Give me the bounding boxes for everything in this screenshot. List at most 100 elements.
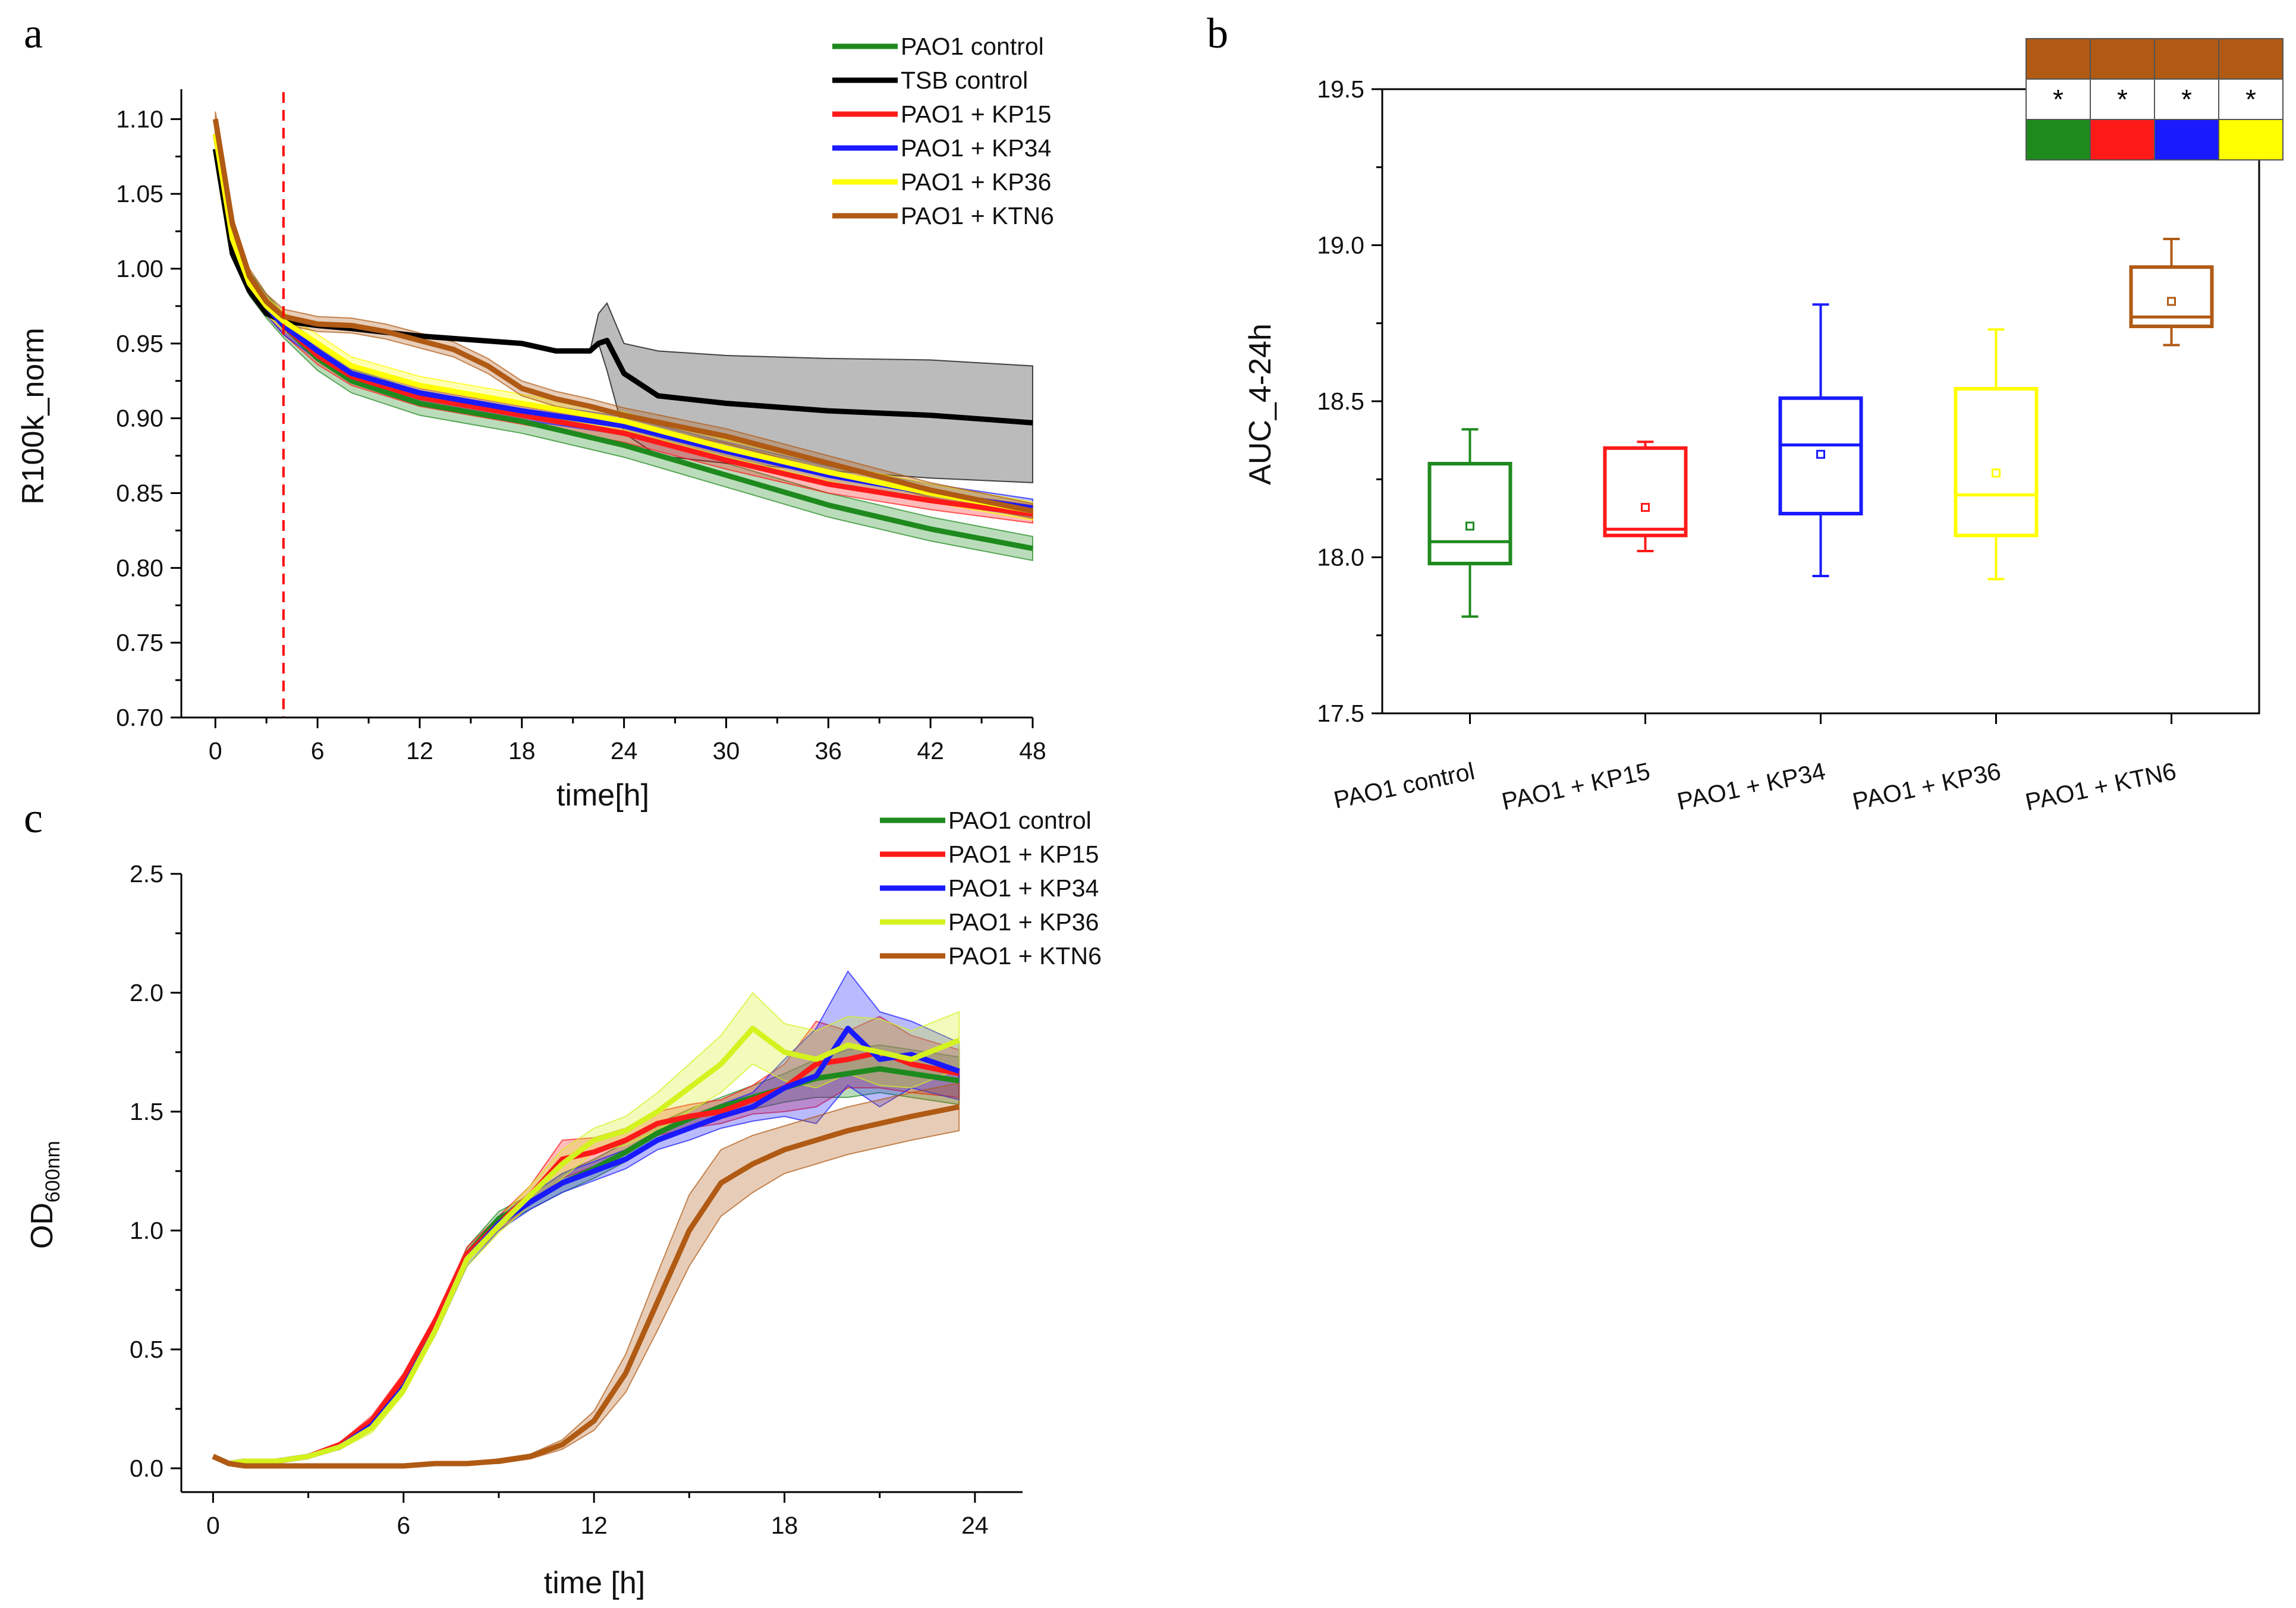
panel-c-legend-label-pao1-kp36: PAO1 + KP36 — [948, 908, 1099, 936]
panel-letter-c: c — [24, 794, 43, 842]
panel-a-x-tick-label: 36 — [815, 737, 842, 764]
box-pao1-control-mean-marker — [1465, 521, 1474, 531]
panel-b-y-tick-label: 17.5 — [1317, 700, 1364, 727]
panel-b-y-tick-label: 19.5 — [1317, 75, 1364, 103]
panel-b-category-label: PAO1 + KTN6 — [2023, 757, 2179, 816]
box-pao1-kp36-iqr — [1954, 387, 2039, 537]
panel-a-y-axis-title: R100k_norm — [16, 328, 51, 505]
panel-c-y-axis-sub: 600nm — [42, 1141, 64, 1203]
panel-a-line-pao1-ktn6 — [212, 118, 1033, 514]
significance-header-cell — [2218, 38, 2284, 80]
panel-a-legend: PAO1 control TSB control PAO1 + KP15 PAO1 +… — [832, 33, 1054, 229]
panel-a-legend-label-pao1-control: PAO1 control — [901, 33, 1044, 60]
panel-c-legend-label-pao1-ktn6: PAO1 + KTN6 — [948, 942, 1102, 970]
box-pao1-control-iqr — [1427, 462, 1512, 565]
panel-a-x-tick-label: 18 — [508, 737, 536, 764]
panel-a-y-tick-label: 1.10 — [116, 105, 163, 133]
panel-a-y-tick-label: 0.85 — [116, 480, 163, 507]
box-pao1-kp15-iqr — [1603, 446, 1688, 537]
panel-a-x-tick-label: 6 — [311, 737, 325, 764]
panel-c-legend: PAO1 control PAO1 + KP15 PAO1 + KP34 PAO1 +… — [880, 807, 1102, 970]
panel-c-y-axis-title: OD600nm — [25, 1141, 64, 1249]
panel-c-line-pao1-ktn6 — [212, 1104, 960, 1469]
panel-c-y-tick-label: 1.5 — [130, 1098, 163, 1125]
panel-b-plot-frame — [1381, 88, 2260, 715]
panel-c-x-axis-title: time [h] — [544, 1566, 646, 1600]
box-pao1-kp36-mean-marker — [1992, 468, 2001, 478]
panel-a-y-tick-label: 0.95 — [116, 330, 163, 357]
panel-c-line-pao1-kp36 — [212, 1025, 960, 1467]
panel-c-y-tick-label: 0.5 — [130, 1336, 163, 1363]
box-pao1-kp34-iqr — [1778, 396, 1863, 515]
panel-c-x-tick-label: 24 — [961, 1512, 989, 1539]
panel-c-y-tick-label: 2.0 — [130, 979, 163, 1006]
panel-a-legend-label-pao1-kp34: PAO1 + KP34 — [901, 134, 1051, 162]
panel-a-line-chart: 0 6 12 18 24 30 36 42 48 0.70 0.75 0.80 0.85 0.90 0.95… — [16, 33, 1054, 813]
panel-b-box-plot: 17.5 18.0 18.5 19.0 19.5 PAO1 control PAO1 + … — [1243, 38, 2284, 816]
panel-a-x-tick-label: 42 — [917, 737, 944, 764]
panel-c-x-tick-label: 18 — [771, 1512, 798, 1539]
panel-b-category-label: PAO1 control — [1331, 757, 1477, 814]
panel-letter-a: a — [24, 10, 43, 57]
panel-a-band-pao1-ktn6 — [215, 111, 1033, 520]
panel-a-legend-label-pao1-kp36: PAO1 + KP36 — [901, 168, 1051, 196]
panel-b-category-label: PAO1 + KP34 — [1675, 757, 1828, 816]
significance-star: * — [2245, 84, 2256, 115]
significance-mark-cell — [2025, 78, 2091, 120]
panel-c-band-pao1-kp36 — [212, 992, 960, 1465]
panel-letter-b: b — [1207, 10, 1228, 57]
box-pao1-ktn6-mean-marker — [2167, 297, 2176, 306]
significance-star: * — [2053, 84, 2064, 115]
panel-a-y-tick-label: 1.05 — [116, 180, 163, 207]
panel-b-y-tick-label: 19.0 — [1317, 232, 1364, 259]
significance-mark-cell — [2218, 78, 2284, 120]
panel-a-band-pao1-kp36 — [215, 125, 1033, 521]
panel-c-y-tick-label: 0.0 — [130, 1455, 163, 1482]
significance-table: * * * * — [2025, 38, 2284, 161]
panel-a-y-tick-label: 1.00 — [116, 255, 163, 282]
panel-c-y-tick-label: 1.0 — [130, 1217, 163, 1244]
panel-c-legend-label-pao1-control: PAO1 control — [948, 807, 1092, 834]
panel-c-x-tick-label: 0 — [206, 1512, 220, 1539]
panel-a-y-tick-label: 0.75 — [116, 629, 163, 656]
panel-a-x-tick-label: 0 — [209, 737, 222, 764]
significance-header-cell — [2154, 38, 2219, 80]
panel-c-line-chart: 0 6 12 18 24 0.0 0.5 1.0 1.5 2.0 2.5 time [h] OD60… — [25, 807, 1102, 1600]
panel-c-y-tick-label: 2.5 — [130, 860, 163, 888]
box-pao1-kp34-mean-marker — [1816, 449, 1825, 459]
significance-compare-cell — [2218, 119, 2284, 161]
significance-star: * — [2117, 84, 2128, 115]
significance-compare-cell — [2025, 119, 2091, 161]
panel-a-y-tick-label: 0.90 — [116, 405, 163, 432]
significance-compare-cell — [2090, 119, 2155, 161]
panel-a-legend-label-tsb-control: TSB control — [901, 67, 1028, 94]
panel-b-category-label: PAO1 + KP15 — [1499, 757, 1652, 816]
panel-a-y-tick-label: 0.80 — [116, 554, 163, 581]
panel-c-x-tick-label: 6 — [397, 1512, 410, 1539]
panel-c-x-tick-label: 12 — [580, 1512, 608, 1539]
panel-b-y-tick-label: 18.0 — [1317, 544, 1364, 571]
panel-a-x-tick-label: 12 — [406, 737, 433, 764]
panel-c-y-axis-main: OD — [25, 1203, 59, 1249]
panel-b-y-tick-label: 18.5 — [1317, 388, 1364, 415]
panel-a-x-tick-label: 24 — [611, 737, 638, 764]
significance-header-cell — [2025, 38, 2091, 80]
panel-a-line-pao1-kp36 — [212, 133, 1033, 514]
panel-a-x-axis-title: time[h] — [556, 778, 649, 813]
significance-header-cell — [2090, 38, 2155, 80]
panel-c-legend-label-pao1-kp34: PAO1 + KP34 — [948, 874, 1099, 902]
significance-compare-cell — [2154, 119, 2219, 161]
panel-b-category-label: PAO1 + KP36 — [1850, 757, 2003, 816]
panel-a-line-tsb-control — [212, 148, 1033, 426]
panel-a-x-tick-label: 48 — [1019, 737, 1046, 764]
panel-b-y-axis-title: AUC_4-24h — [1243, 323, 1278, 485]
box-pao1-kp15-mean-marker — [1641, 503, 1650, 512]
panel-a-x-tick-label: 30 — [713, 737, 740, 764]
panel-a-legend-label-pao1-ktn6: PAO1 + KTN6 — [901, 202, 1054, 229]
box-pao1-ktn6-iqr — [2129, 265, 2214, 328]
panel-c-legend-label-pao1-kp15: PAO1 + KP15 — [948, 841, 1099, 868]
panel-a-legend-label-pao1-kp15: PAO1 + KP15 — [901, 100, 1051, 128]
significance-star: * — [2181, 84, 2192, 115]
panel-a-y-tick-label: 0.70 — [116, 704, 163, 731]
